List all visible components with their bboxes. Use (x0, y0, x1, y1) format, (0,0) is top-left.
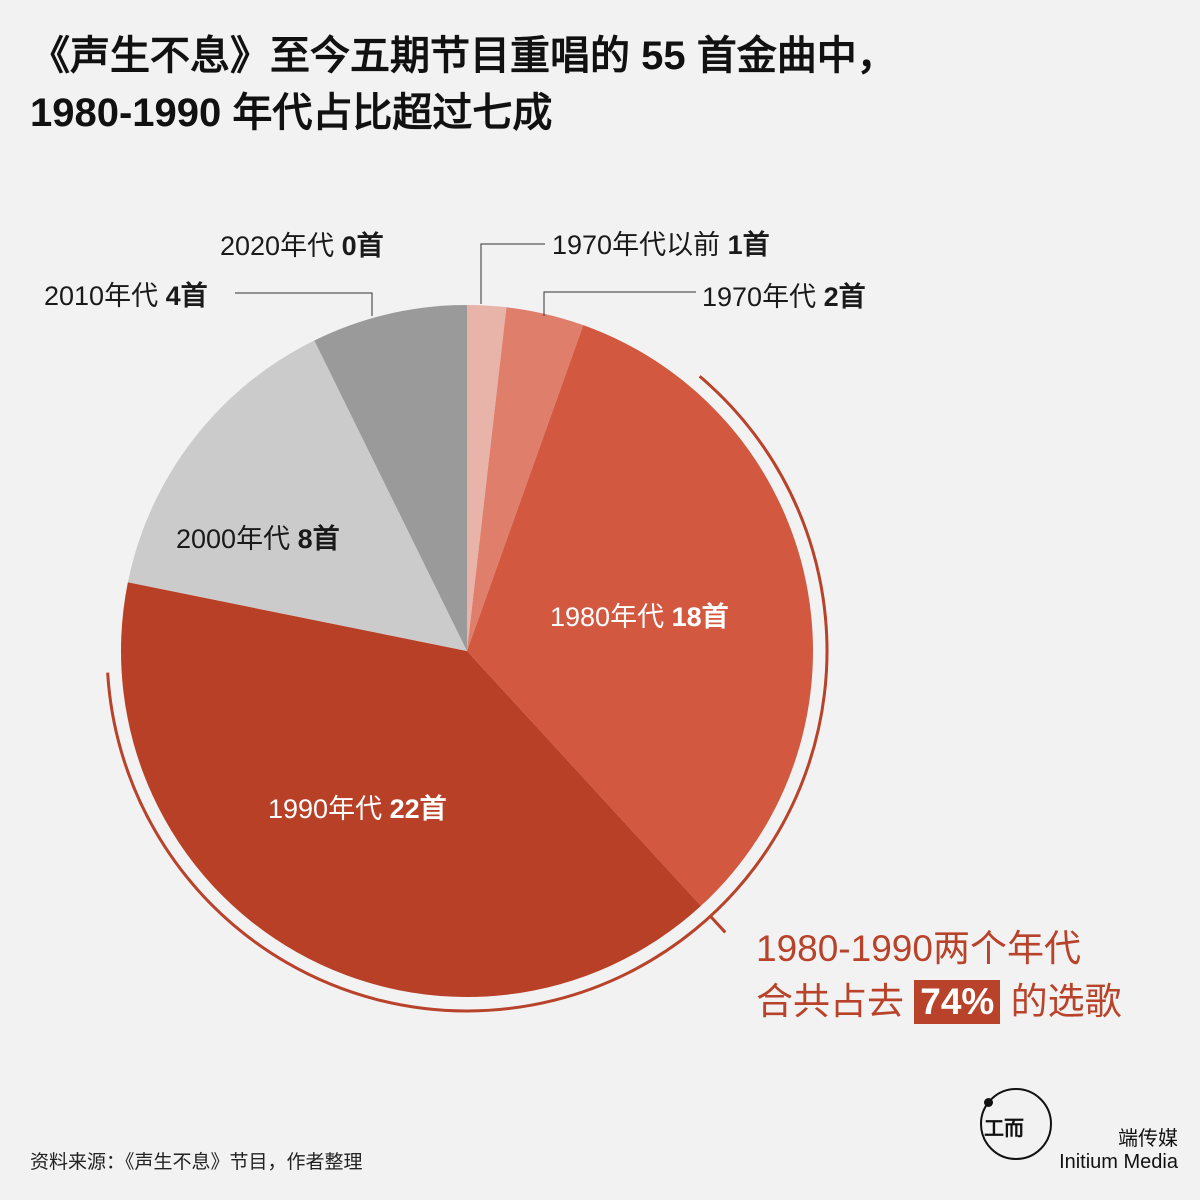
leader-line-1970-pre (480, 243, 545, 304)
slice-label-1970s: 1970年代 2首 (702, 281, 866, 312)
logo-dot (984, 1098, 993, 1107)
title-line-1: 《声生不息》至今五期节目重唱的 55 首金曲中， (30, 34, 897, 78)
slice-label-2010s: 2010年代 4首 (44, 280, 208, 311)
decades-bracket-tick (709, 915, 727, 934)
slice-label-2000s: 2000年代 8首 (176, 523, 340, 554)
logo-mark: 工而 (984, 1118, 1024, 1140)
source-note: 资料来源：《声生不息》节目，作者整理 (30, 1152, 363, 1173)
pie-slice-1980s (467, 325, 813, 906)
slice-label-1990s: 1990年代 22首 (268, 793, 447, 824)
slice-labels: 1970年代以前 1首 1970年代 2首 1980年代 18首 1990年代 22首… (44, 229, 866, 824)
callout-prefix: 合共占去 (756, 981, 904, 1022)
pie-slice-1970-pre (467, 305, 507, 651)
leader-lines (235, 243, 696, 316)
leader-line-2010s (235, 292, 373, 316)
initium-logo (980, 1088, 1052, 1160)
pie-slices (120, 305, 813, 997)
brand-name-en: Initium Media (1059, 1151, 1178, 1173)
title-line-2: 1980-1990 年代占比超过七成 (30, 91, 553, 135)
pie-slice-1990s (120, 582, 701, 997)
slice-label-2020s: 2020年代 0首 (220, 230, 384, 261)
pie-slice-2010s (314, 305, 467, 651)
slice-label-1980s: 1980年代 18首 (550, 601, 729, 632)
decades-bracket (106, 375, 829, 1013)
leader-line-1970s (543, 291, 696, 316)
brand-name-cn: 端传媒 (1118, 1128, 1178, 1150)
callout-suffix: 的选歌 (1010, 981, 1122, 1022)
callout-percentage: 74% (914, 980, 1001, 1024)
callout-line-2: 合共占去 74% 的选歌 (756, 975, 1122, 1028)
pie-slice-1970s (467, 307, 584, 651)
decades-callout: 1980-1990两个年代 合共占去 74% 的选歌 (756, 922, 1122, 1028)
slice-label-1970-pre: 1970年代以前 1首 (552, 229, 770, 260)
chart-title: 《声生不息》至今五期节目重唱的 55 首金曲中， 1980-1990 年代占比超… (30, 28, 897, 142)
callout-line-1: 1980-1990两个年代 (756, 928, 1081, 969)
pie-slice-2000s (127, 340, 468, 651)
